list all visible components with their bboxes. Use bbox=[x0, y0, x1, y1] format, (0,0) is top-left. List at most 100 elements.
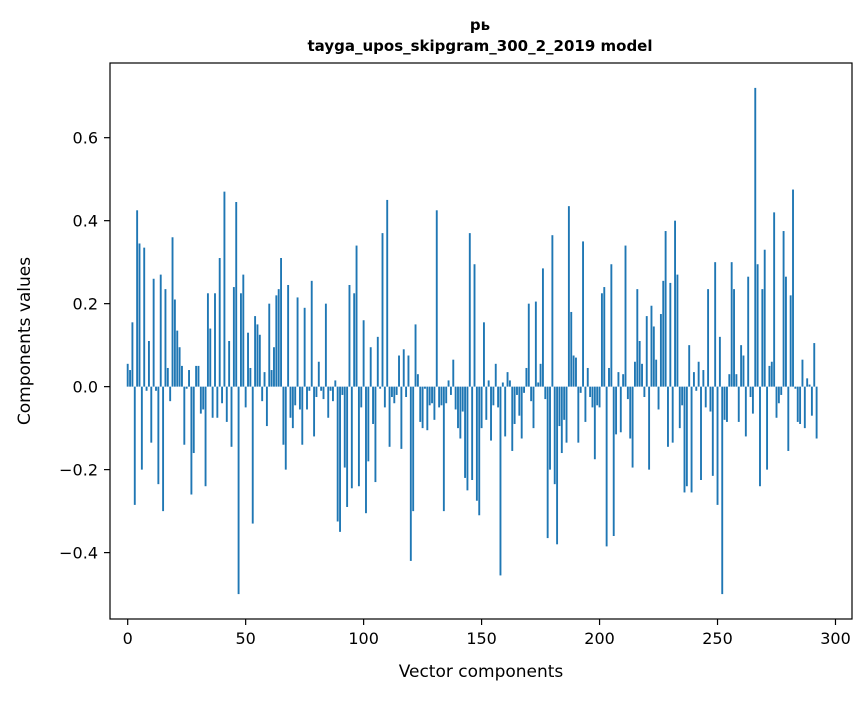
bar bbox=[504, 386, 507, 437]
bar bbox=[317, 361, 320, 387]
bar bbox=[273, 347, 275, 387]
x-tick-label: 300 bbox=[820, 629, 851, 648]
bar bbox=[740, 345, 743, 387]
bar bbox=[714, 262, 717, 387]
bar bbox=[254, 316, 257, 387]
bar bbox=[615, 386, 618, 435]
bar bbox=[185, 386, 188, 389]
bar bbox=[393, 386, 396, 404]
bar bbox=[183, 386, 186, 445]
bar bbox=[424, 386, 426, 389]
bar bbox=[756, 264, 759, 387]
bar bbox=[492, 386, 495, 406]
bar bbox=[152, 278, 155, 387]
x-axis-label: Vector components bbox=[399, 662, 564, 682]
bar bbox=[388, 386, 391, 447]
y-axis-label: Components values bbox=[15, 257, 35, 425]
bar bbox=[426, 386, 429, 431]
bar bbox=[270, 370, 273, 387]
bar bbox=[726, 386, 728, 422]
bar bbox=[225, 386, 228, 422]
bar bbox=[445, 386, 448, 404]
bar bbox=[584, 386, 587, 422]
bar bbox=[612, 386, 615, 537]
bar bbox=[369, 347, 372, 387]
bar bbox=[700, 386, 702, 480]
bar bbox=[780, 386, 783, 395]
bar bbox=[164, 289, 167, 387]
bar bbox=[676, 274, 679, 387]
bar bbox=[202, 386, 205, 410]
bar bbox=[435, 210, 438, 387]
bar bbox=[534, 301, 537, 387]
bar bbox=[287, 284, 290, 387]
bar bbox=[643, 386, 646, 398]
bar bbox=[402, 349, 405, 387]
bar bbox=[138, 243, 141, 387]
bar bbox=[539, 363, 542, 387]
bar bbox=[667, 386, 669, 447]
x-tick-label: 50 bbox=[235, 629, 255, 648]
bar bbox=[766, 386, 769, 470]
bar bbox=[360, 386, 363, 408]
bar bbox=[549, 386, 551, 470]
bar bbox=[334, 380, 337, 387]
bar bbox=[464, 386, 467, 478]
bar bbox=[240, 293, 242, 387]
bar bbox=[249, 367, 252, 387]
bar bbox=[593, 386, 596, 460]
bar bbox=[565, 386, 568, 443]
x-tick-label: 0 bbox=[123, 629, 133, 648]
bar bbox=[494, 363, 497, 387]
bar bbox=[480, 386, 483, 429]
x-tick-label: 100 bbox=[348, 629, 379, 648]
bar bbox=[475, 386, 478, 501]
bar bbox=[567, 206, 570, 387]
bar bbox=[145, 386, 148, 391]
bar bbox=[650, 305, 653, 387]
bar bbox=[544, 386, 547, 400]
bar bbox=[523, 386, 525, 393]
bar bbox=[197, 365, 200, 387]
bar bbox=[310, 280, 313, 387]
bar bbox=[518, 386, 521, 416]
bar bbox=[438, 386, 441, 408]
bar bbox=[806, 378, 809, 387]
bar bbox=[322, 386, 325, 400]
bar bbox=[473, 264, 476, 387]
bar bbox=[390, 386, 393, 398]
bar bbox=[398, 355, 400, 387]
bar bbox=[657, 386, 660, 410]
bar bbox=[619, 386, 622, 433]
bar bbox=[181, 365, 183, 387]
bar bbox=[131, 322, 134, 387]
bar bbox=[516, 386, 518, 395]
bar bbox=[237, 386, 240, 595]
bar bbox=[513, 386, 516, 424]
bar bbox=[230, 386, 233, 447]
bar bbox=[782, 231, 785, 387]
bar bbox=[357, 386, 360, 487]
bar bbox=[508, 380, 511, 387]
bar bbox=[485, 386, 488, 420]
bar bbox=[671, 386, 674, 443]
plot-frame bbox=[109, 62, 853, 620]
bar bbox=[570, 311, 573, 387]
bar bbox=[235, 202, 238, 387]
bar bbox=[626, 386, 629, 400]
bar bbox=[735, 374, 738, 387]
bar bbox=[648, 386, 651, 470]
y-axis-ticks: −0.4 −0.2 0.0 0.2 0.4 0.6 bbox=[59, 129, 110, 563]
bar bbox=[685, 386, 688, 487]
bar bbox=[603, 287, 606, 387]
bar bbox=[532, 386, 535, 429]
bar bbox=[150, 386, 153, 443]
bar bbox=[173, 299, 176, 387]
bar bbox=[376, 336, 379, 387]
y-tick-label: 0.0 bbox=[73, 378, 98, 397]
bar bbox=[440, 386, 443, 406]
bar bbox=[582, 241, 584, 387]
bar bbox=[641, 363, 643, 387]
bar bbox=[579, 386, 582, 393]
bar bbox=[815, 386, 818, 439]
